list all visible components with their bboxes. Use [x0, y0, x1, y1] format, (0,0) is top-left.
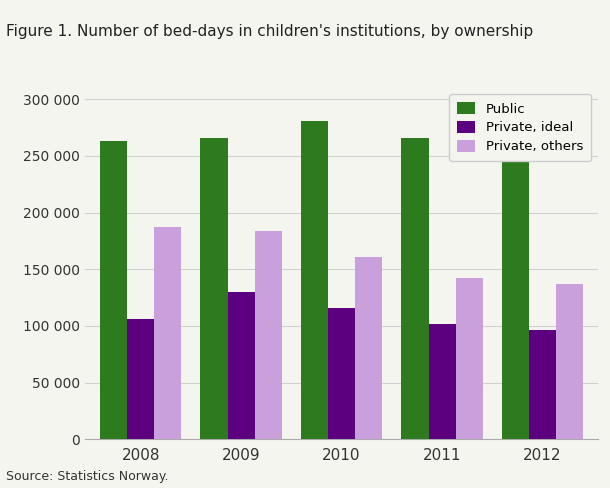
Text: Source: Statistics Norway.: Source: Statistics Norway. [6, 470, 168, 483]
Bar [228, 292, 255, 439]
Legend: Public, Private, ideal, Private, others: Public, Private, ideal, Private, others [449, 95, 591, 161]
Bar [154, 227, 181, 439]
Bar [201, 138, 228, 439]
Bar [127, 319, 154, 439]
Bar [100, 141, 127, 439]
Text: Figure 1. Number of bed-days in children's institutions, by ownership: Figure 1. Number of bed-days in children… [6, 24, 533, 40]
Bar [428, 324, 456, 439]
Bar [328, 308, 355, 439]
Bar [529, 330, 556, 439]
Bar [301, 121, 328, 439]
Bar [355, 257, 382, 439]
Bar [556, 284, 583, 439]
Bar [401, 138, 428, 439]
Bar [255, 231, 282, 439]
Bar [502, 158, 529, 439]
Bar [456, 278, 483, 439]
